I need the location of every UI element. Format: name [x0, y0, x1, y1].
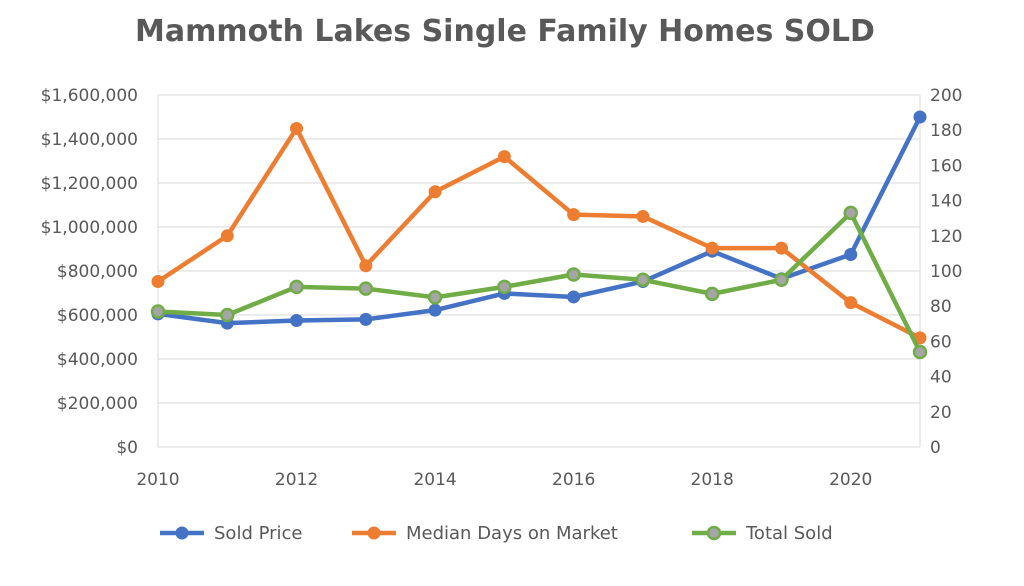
y-right-tick-label: 20 — [930, 403, 952, 423]
legend-swatch-marker — [175, 526, 189, 540]
data-point — [566, 267, 581, 282]
data-point — [705, 241, 719, 255]
y-right-tick-label: 100 — [930, 262, 962, 282]
data-point — [220, 307, 235, 323]
data-point — [497, 279, 512, 295]
left-axis-ticks: $0 $200,000 $400,000 $600,000 $800,000 $1,000… — [41, 86, 138, 458]
data-point — [567, 290, 581, 304]
series-line — [155, 114, 923, 326]
y-left-tick-label: $600,000 — [57, 306, 138, 326]
data-point — [427, 290, 443, 305]
data-point — [774, 241, 788, 255]
data-point — [912, 344, 928, 360]
right-axis-ticks: 0 20 40 60 80 100 120 140 160 180 200 — [930, 86, 962, 458]
legend-item: Total Sold — [692, 523, 833, 544]
y-right-tick-label: 40 — [930, 368, 952, 388]
data-point — [359, 312, 373, 326]
y-left-tick-label: $1,400,000 — [41, 130, 138, 150]
data-point — [636, 209, 650, 223]
data-point — [428, 185, 442, 199]
y-left-tick-label: $1,600,000 — [41, 86, 138, 106]
legend-label: Total Sold — [745, 523, 833, 544]
x-axis-ticks: 2010 2012 2014 2016 2018 2020 — [136, 470, 872, 490]
data-point — [704, 286, 720, 302]
y-right-tick-label: 80 — [930, 297, 952, 317]
x-tick-label: 2014 — [413, 470, 456, 490]
data-point — [844, 296, 858, 310]
series-2 — [150, 205, 928, 360]
series-line — [155, 210, 923, 355]
y-left-tick-label: $200,000 — [57, 394, 138, 414]
y-right-tick-label: 60 — [930, 332, 952, 352]
data-point — [913, 110, 927, 124]
data-point — [290, 314, 304, 327]
y-right-tick-label: 180 — [930, 121, 962, 141]
x-tick-label: 2012 — [275, 470, 318, 490]
y-right-tick-label: 140 — [930, 192, 962, 212]
data-point — [774, 272, 789, 288]
y-left-tick-label: $400,000 — [57, 350, 138, 370]
gridlines — [157, 94, 921, 448]
data-point — [843, 205, 858, 221]
series-line — [155, 126, 923, 341]
legend-label: Median Days on Market — [406, 523, 618, 544]
data-point — [290, 121, 304, 135]
y-right-tick-label: 160 — [930, 156, 962, 176]
data-point — [150, 304, 166, 319]
legend: Sold Price Median Days on Market Total Sol… — [160, 523, 833, 544]
legend-swatch-marker — [706, 525, 722, 541]
data-point — [151, 275, 165, 289]
data-point — [635, 272, 651, 288]
data-point — [497, 150, 511, 164]
data-point — [289, 279, 304, 295]
y-right-tick-label: 200 — [930, 86, 962, 106]
legend-swatch-marker — [367, 526, 381, 540]
legend-item: Median Days on Market — [352, 523, 618, 544]
series-group — [150, 110, 928, 360]
y-left-tick-label: $1,000,000 — [41, 218, 138, 238]
x-tick-label: 2018 — [691, 470, 734, 490]
y-left-tick-label: $1,200,000 — [41, 174, 138, 194]
x-tick-label: 2020 — [829, 470, 872, 490]
data-point — [567, 208, 581, 222]
y-left-tick-label: $800,000 — [57, 262, 138, 282]
x-tick-label: 2016 — [552, 470, 595, 490]
legend-label: Sold Price — [214, 523, 303, 544]
series-1 — [151, 121, 927, 345]
data-point — [220, 229, 234, 243]
x-tick-label: 2010 — [136, 470, 179, 490]
data-point — [359, 259, 373, 273]
data-point — [428, 303, 442, 317]
chart-title: Mammoth Lakes Single Family Homes SOLD — [135, 14, 875, 49]
data-point — [844, 248, 858, 261]
y-right-tick-label: 120 — [930, 227, 962, 247]
y-right-tick-label: 0 — [930, 438, 941, 458]
legend-item: Sold Price — [160, 523, 303, 544]
y-left-tick-label: $0 — [116, 438, 138, 458]
data-point — [358, 281, 374, 296]
